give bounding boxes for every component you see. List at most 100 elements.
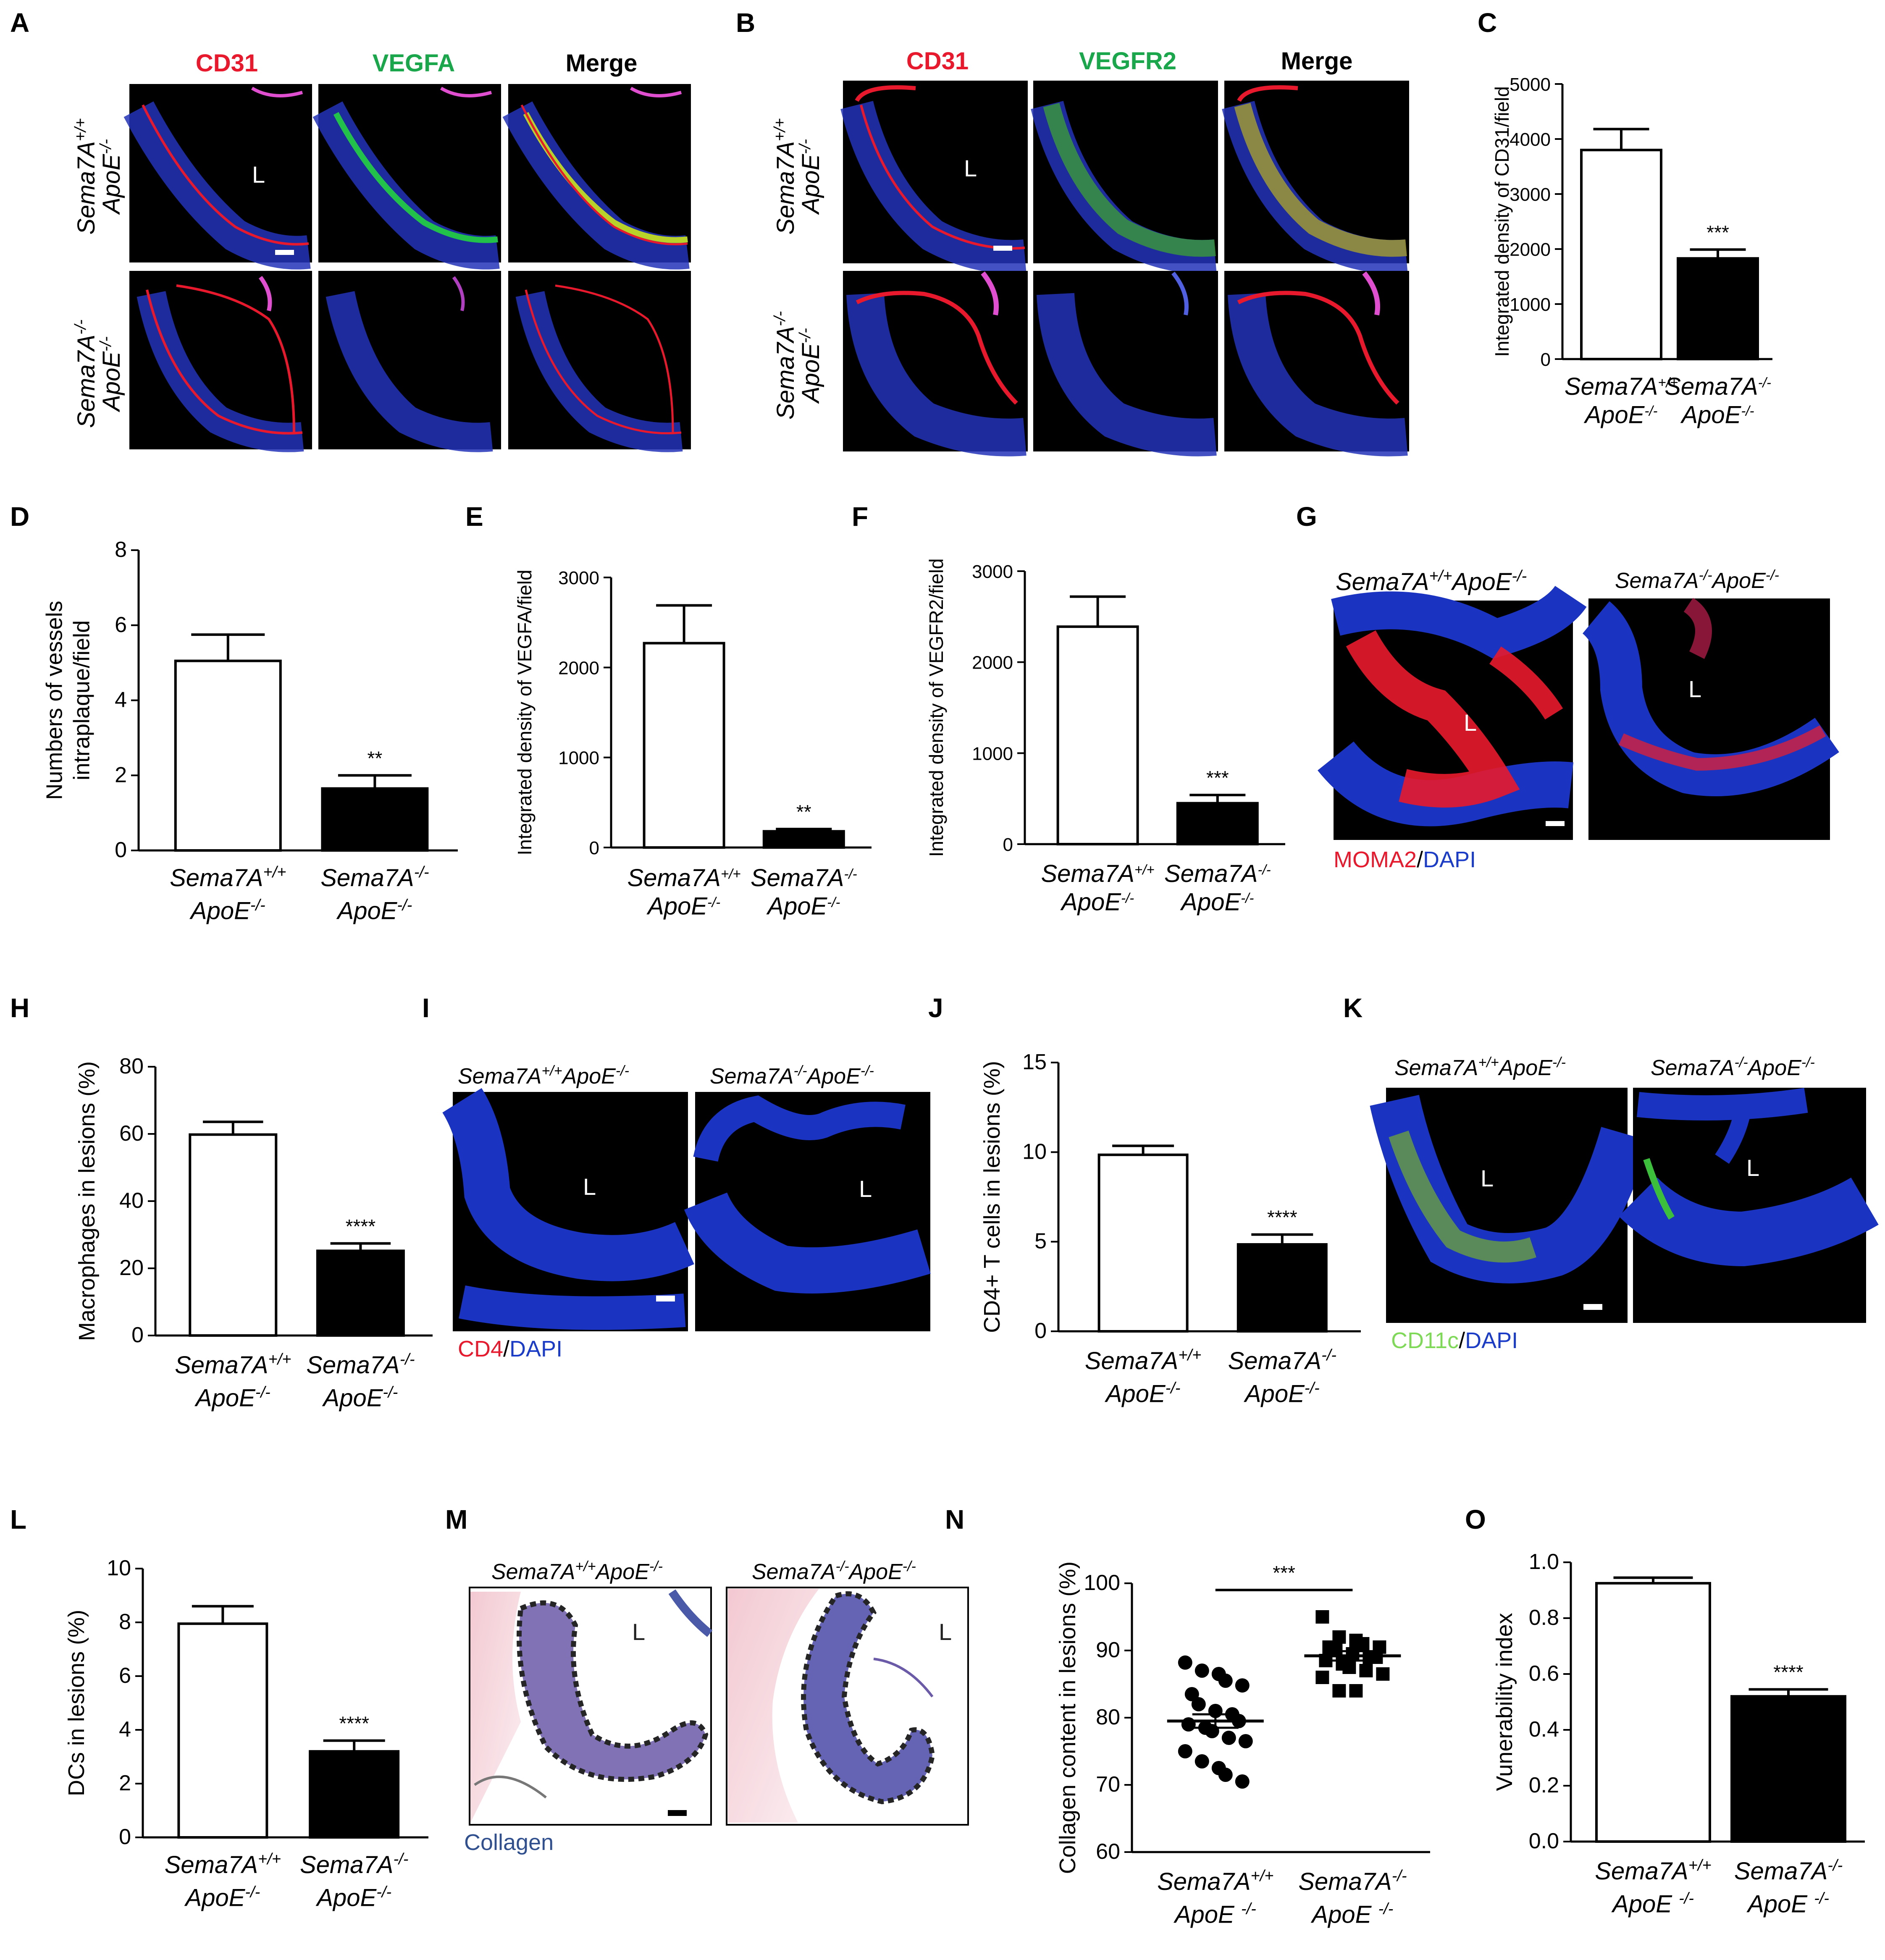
chart-f-category-label: ApoE-/- bbox=[1060, 889, 1134, 916]
bar-ko bbox=[1176, 802, 1259, 845]
y-tick-label: 3000 bbox=[1510, 184, 1551, 205]
row-label-ko: Sema7A-/- ApoE-/- bbox=[72, 320, 125, 428]
chart-j-category-label: Sema7A+/+ bbox=[1085, 1346, 1201, 1375]
micrograph-m-wt: L bbox=[469, 1587, 713, 1826]
chart-d-category-label: Sema7A-/- bbox=[320, 863, 429, 892]
data-point bbox=[1315, 1610, 1329, 1624]
micrograph-b-wt-merge bbox=[1222, 81, 1409, 274]
data-point bbox=[1191, 1697, 1206, 1711]
panel-a: A CD31 VEGFA Merge Sema7A+/+ ApoE-/- Sem… bbox=[10, 8, 691, 452]
svg-text:ApoE-/-: ApoE-/- bbox=[97, 139, 125, 215]
panel-letter-n: N bbox=[945, 1504, 964, 1535]
panel-g-legend: MOMA2/DAPI bbox=[1334, 847, 1476, 872]
y-tick-label: 5000 bbox=[1510, 74, 1551, 95]
y-axis-title: Collagen content in lesions (%) bbox=[1055, 1561, 1080, 1874]
significance-label: ** bbox=[796, 801, 811, 823]
micrograph-b-wt-vegfr2 bbox=[1031, 81, 1218, 274]
y-tick-label: 0 bbox=[1541, 349, 1551, 370]
row-label-wt: Sema7A+/+ ApoE-/- bbox=[771, 118, 824, 234]
data-point bbox=[1315, 1671, 1329, 1684]
chart-h-category-label: ApoE-/- bbox=[322, 1383, 398, 1412]
micrograph-a-ko-cd31 bbox=[129, 271, 312, 452]
chart-c-category-label: Sema7A+/+ bbox=[1565, 373, 1678, 400]
bar-wt bbox=[177, 1622, 268, 1839]
bar-wt bbox=[1056, 625, 1139, 845]
chart-d-category-label: ApoE-/- bbox=[336, 896, 412, 924]
y-axis-title: Integrated density of VEGFA/field bbox=[514, 569, 536, 855]
y-tick-label: 10 bbox=[1022, 1139, 1047, 1164]
y-tick-label: 1000 bbox=[1510, 294, 1551, 315]
significance-label: *** bbox=[1206, 767, 1229, 789]
chart-e-category-label: Sema7A-/- bbox=[751, 864, 857, 892]
bar-wt bbox=[174, 659, 282, 852]
chart-l: 0 2 4 6 8 10 DCs in lesions (%) **** Sema7A+/+ Ap… bbox=[64, 1556, 428, 1911]
stain-label-merge: Merge bbox=[566, 50, 638, 77]
micrograph-m-ko: L bbox=[726, 1587, 969, 1826]
chart-o: 0.0 0.2 0.4 0.6 0.8 1.0 Vunerability index ****… bbox=[1492, 1550, 1865, 1918]
svg-text:ApoE-/-: ApoE-/- bbox=[97, 336, 125, 412]
svg-text:ApoE-/-: ApoE-/- bbox=[796, 328, 824, 404]
panel-i-label-wt: Sema7A+/+ApoE-/- bbox=[458, 1063, 629, 1089]
significance-label: **** bbox=[339, 1713, 369, 1734]
y-tick-label: 8 bbox=[119, 1610, 131, 1634]
stain-label-merge: Merge bbox=[1281, 47, 1353, 75]
panel-letter-g: G bbox=[1296, 501, 1317, 532]
chart-l-category-label: Sema7A-/- bbox=[300, 1850, 408, 1879]
micrograph-i-ko: L bbox=[684, 1092, 931, 1331]
panel-letter-f: F bbox=[852, 501, 868, 532]
panel-g-label-wt: Sema7A+/+ApoE-/- bbox=[1336, 567, 1527, 596]
data-point bbox=[1376, 1667, 1390, 1681]
y-tick-label: 80 bbox=[1096, 1705, 1120, 1729]
chart-j-category-label: ApoE-/- bbox=[1105, 1379, 1181, 1407]
data-point bbox=[1238, 1734, 1253, 1748]
y-tick-label: 0.6 bbox=[1529, 1661, 1559, 1686]
y-axis-title: Vunerability index bbox=[1492, 1613, 1517, 1791]
panel-b: B CD31 VEGFR2 Merge Sema7A+/+ ApoE-/- Se… bbox=[736, 8, 1409, 457]
micrograph-g-wt: L bbox=[1318, 585, 1587, 840]
chart-h-category-label: Sema7A-/- bbox=[306, 1351, 415, 1379]
y-tick-label: 0.8 bbox=[1529, 1606, 1559, 1630]
chart-d: 0 2 4 6 8 Numbers of vesselsintraplaque/field… bbox=[42, 538, 458, 924]
y-tick-label: 4 bbox=[119, 1717, 131, 1742]
chart-j-category-label: Sema7A-/- bbox=[1228, 1346, 1336, 1375]
data-point bbox=[1359, 1664, 1373, 1677]
significance-label: **** bbox=[1773, 1661, 1804, 1683]
y-tick-label: 3000 bbox=[972, 561, 1013, 582]
y-axis-title: CD4+ T cells in lesions (%) bbox=[979, 1061, 1005, 1333]
chart-n-category-label: ApoE -/- bbox=[1310, 1900, 1393, 1928]
svg-text:Sema7A-/-: Sema7A-/- bbox=[771, 311, 799, 420]
bar-ko bbox=[309, 1750, 400, 1839]
stain-label-cd31: CD31 bbox=[196, 50, 258, 77]
y-tick-label: 8 bbox=[115, 538, 127, 562]
panel-letter-m: M bbox=[445, 1504, 467, 1535]
chart-e-category-label: ApoE-/- bbox=[646, 893, 720, 920]
data-point bbox=[1178, 1744, 1192, 1758]
y-tick-label: 2000 bbox=[972, 653, 1013, 673]
panel-letter-h: H bbox=[10, 993, 29, 1023]
panel-k: K Sema7A+/+ApoE-/- Sema7A-/-ApoE-/- L L … bbox=[1343, 993, 1879, 1353]
chart-j-category-label: ApoE-/- bbox=[1244, 1379, 1320, 1407]
data-point bbox=[1235, 1774, 1250, 1789]
chart-e: 0 1000 2000 3000 Integrated density of VEGFA… bbox=[514, 568, 872, 920]
micrograph-i-wt: L bbox=[442, 1088, 694, 1331]
chart-j: 0 5 10 15 CD4+ T cells in lesions (%) **** Sem… bbox=[979, 1050, 1361, 1407]
panel-letter-e: E bbox=[465, 501, 483, 532]
micrograph-a-ko-merge bbox=[508, 271, 691, 452]
lumen-label: L bbox=[1746, 1154, 1759, 1181]
panel-i-label-ko: Sema7A-/-ApoE-/- bbox=[710, 1063, 874, 1089]
panel-letter-a: A bbox=[10, 8, 29, 38]
panel-letter-j: J bbox=[928, 993, 943, 1023]
micrograph-g-ko: L bbox=[1582, 598, 1839, 840]
panel-m-label-ko: Sema7A-/-ApoE-/- bbox=[752, 1559, 916, 1584]
y-tick-label: 0.2 bbox=[1529, 1773, 1559, 1797]
y-tick-label: 15 bbox=[1022, 1050, 1047, 1074]
chart-f-category-label: Sema7A+/+ bbox=[1041, 860, 1155, 887]
y-tick-label: 60 bbox=[119, 1121, 144, 1146]
y-axis-title: Numbers of vesselsintraplaque/field bbox=[42, 601, 95, 800]
y-tick-label: 100 bbox=[1084, 1571, 1120, 1595]
y-tick-label: 3000 bbox=[558, 568, 599, 588]
panel-m-label-wt: Sema7A+/+ApoE-/- bbox=[491, 1559, 663, 1584]
